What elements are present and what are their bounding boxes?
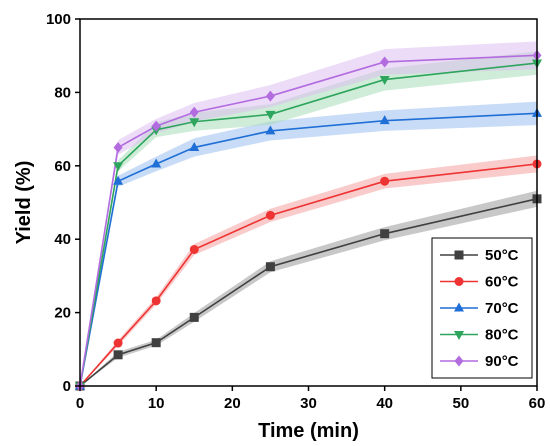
data-point-50 [189,312,199,322]
data-point-70 [151,158,162,168]
data-point-90 [113,141,123,153]
data-point-90 [380,56,390,68]
legend: 50°C60°C70°C80°C90°C [431,237,533,379]
legend-value: 60 [485,274,502,291]
x-tick-label: 10 [148,395,165,412]
x-tick-label: 30 [300,395,317,412]
legend-unit: °C [502,327,519,344]
legend-marker-80 [454,331,464,340]
legend-value: 80 [485,327,502,344]
data-point-80 [379,76,390,86]
y-axis-title: Yield (%) [13,161,35,245]
y-tick-label: 100 [46,11,71,28]
data-point-70 [189,141,200,151]
legend-marker-60 [454,277,464,286]
data-point-60 [113,338,123,348]
error-band-50 [80,190,537,386]
data-point-50 [151,338,161,348]
data-point-60 [151,296,161,306]
data-point-90 [151,120,161,132]
x-tick-label: 0 [76,395,84,412]
data-point-50 [380,229,390,239]
y-tick-label: 0 [63,378,71,395]
x-tick-label: 20 [224,395,241,412]
series-markers [75,49,542,392]
legend-unit: °C [502,274,519,291]
x-axis-ticks: 0 10 20 30 40 50 60 [76,386,546,412]
legend-value: 90 [485,353,502,370]
legend-label-60: 60°C [485,274,519,291]
data-point-70 [379,115,390,125]
legend-unit: °C [502,247,519,264]
x-tick-label: 60 [529,395,546,412]
y-tick-label: 60 [54,158,71,175]
data-point-60 [189,244,199,254]
data-point-90 [265,90,275,102]
y-axis-ticks: 0 20 40 60 80 100 [46,11,80,395]
y-tick-label: 20 [54,305,71,322]
legend-label-90: 90°C [485,353,519,370]
legend-label-50: 50°C [485,247,519,264]
data-point-80 [189,118,200,128]
data-point-60 [265,210,275,220]
data-point-60 [380,176,390,186]
x-tick-label: 40 [376,395,393,412]
legend-unit: °C [502,300,519,317]
legend-label-70: 70°C [485,300,519,317]
legend-unit: °C [502,353,519,370]
legend-marker-90 [454,355,464,367]
error-bands [80,41,537,387]
data-point-90 [189,106,199,118]
data-point-70 [265,125,276,135]
y-tick-label: 40 [54,231,71,248]
legend-value: 50 [485,247,502,264]
data-point-50 [113,350,123,360]
legend-marker-70 [454,302,464,312]
x-tick-label: 50 [452,395,469,412]
legend-label-80: 80°C [485,327,519,344]
data-point-80 [265,110,276,120]
error-band-60 [80,155,537,386]
data-point-70 [113,175,124,185]
legend-value: 70 [485,300,502,317]
y-tick-label: 80 [54,84,71,101]
legend-marker-50 [454,250,464,260]
x-axis-title: Time (min) [258,420,359,442]
data-point-80 [113,162,124,172]
data-point-50 [265,262,275,272]
